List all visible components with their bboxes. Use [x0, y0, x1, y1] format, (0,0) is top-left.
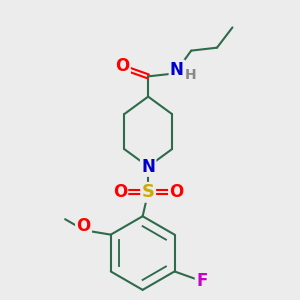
Text: N: N: [141, 158, 155, 175]
Text: O: O: [76, 217, 91, 235]
Text: O: O: [169, 183, 184, 201]
Text: H: H: [184, 68, 196, 82]
Text: N: N: [170, 61, 184, 79]
Text: O: O: [113, 183, 127, 201]
Text: S: S: [142, 183, 155, 201]
Text: O: O: [115, 58, 130, 76]
Text: F: F: [196, 272, 207, 290]
